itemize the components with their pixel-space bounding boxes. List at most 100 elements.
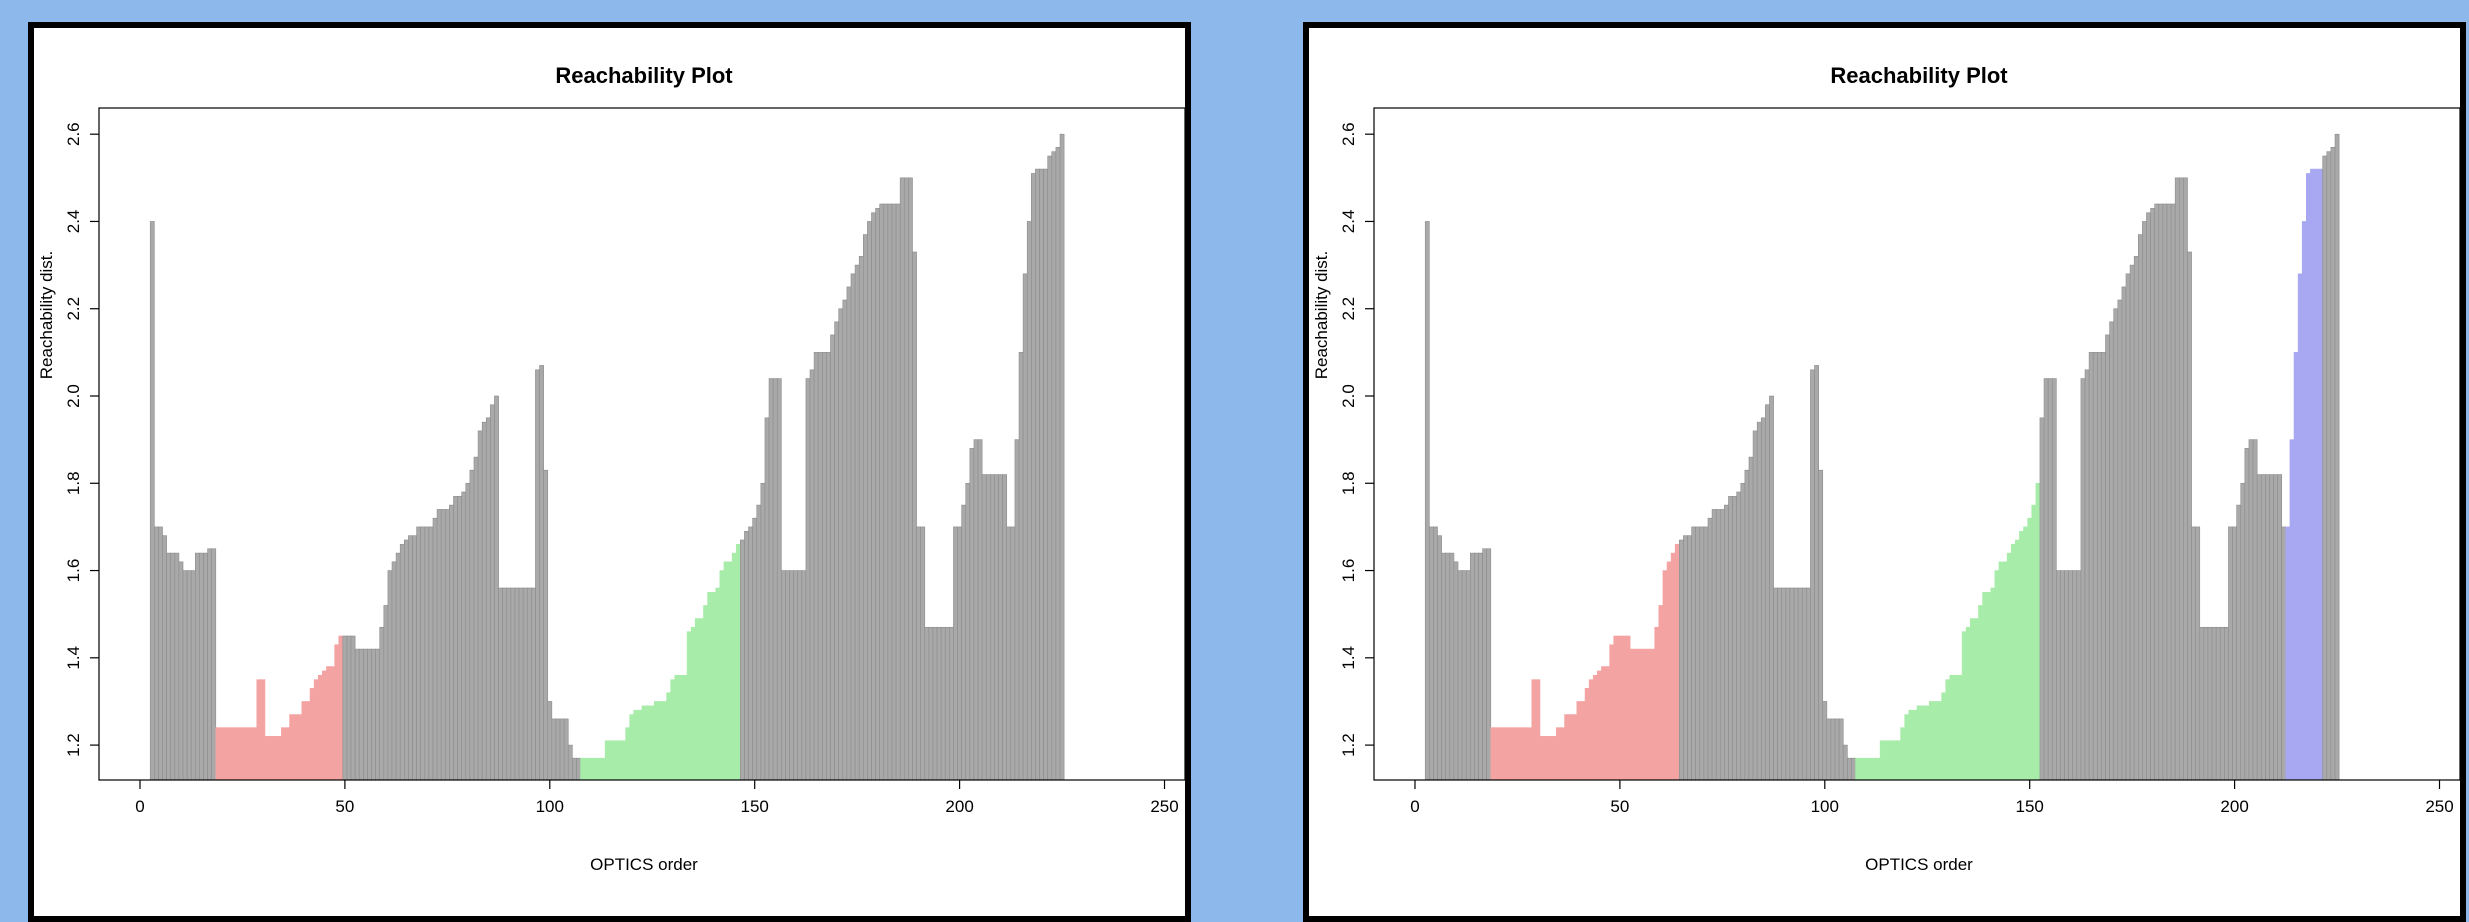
x-tick-label: 0 — [1410, 797, 1419, 816]
bar — [1752, 430, 1758, 781]
bar — [629, 714, 635, 781]
bar — [1014, 439, 1020, 781]
bar — [371, 648, 376, 781]
bar — [740, 539, 745, 781]
bar — [764, 417, 770, 781]
bar — [719, 570, 725, 781]
bar — [281, 727, 286, 781]
bar — [1047, 155, 1053, 781]
x-tick-label: 200 — [945, 797, 973, 816]
bar — [2027, 517, 2033, 781]
bar — [584, 757, 590, 781]
bar — [670, 679, 676, 781]
bar — [1961, 631, 1967, 781]
bar — [416, 526, 422, 781]
y-tick-label: 2.0 — [64, 384, 83, 408]
bar — [2306, 173, 2311, 781]
bar — [994, 474, 999, 781]
bar — [981, 474, 987, 781]
reachability-chart-left: Reachability Plot OPTICS order Reachabil… — [37, 63, 1185, 874]
bar — [625, 727, 631, 781]
bar — [2228, 526, 2233, 781]
right-chart-panel: Reachability Plot OPTICS order Reachabil… — [1303, 22, 2466, 922]
bar — [1592, 674, 1598, 781]
bar — [2109, 321, 2115, 781]
bar — [317, 674, 323, 781]
bar — [207, 548, 213, 781]
bar — [580, 757, 585, 781]
bar — [199, 552, 204, 781]
x-axis-label: OPTICS order — [1865, 855, 1973, 874]
y-tick-label: 1.8 — [64, 471, 83, 495]
bar — [428, 526, 434, 781]
bar — [2047, 378, 2053, 781]
bar — [1990, 587, 1996, 781]
bar — [444, 509, 450, 781]
bar — [785, 570, 790, 781]
bar-group — [149, 133, 1065, 781]
bar — [412, 535, 417, 781]
bar — [600, 757, 606, 781]
bar — [1551, 736, 1557, 781]
bar — [686, 631, 692, 781]
bar — [772, 378, 778, 781]
bar — [1760, 417, 1766, 781]
bar — [563, 718, 569, 781]
bar — [1527, 727, 1533, 781]
bar — [727, 561, 733, 781]
bar — [1666, 561, 1672, 781]
bar — [502, 587, 508, 781]
bar — [1613, 635, 1619, 781]
bar — [2244, 448, 2250, 781]
left-chart-panel: Reachability Plot OPTICS order Reachabil… — [28, 22, 1191, 922]
bar — [2211, 626, 2217, 781]
x-tick-label: 200 — [2220, 797, 2248, 816]
bar — [1978, 605, 1983, 781]
y-axis-label: Reachability dist. — [37, 251, 56, 380]
bar — [1556, 727, 1561, 781]
bar — [936, 626, 942, 781]
bar — [363, 648, 368, 781]
bar — [223, 727, 229, 781]
bar — [1724, 504, 1729, 781]
bar — [912, 251, 917, 781]
bar — [1916, 705, 1922, 781]
y-tick-label: 1.4 — [1339, 646, 1358, 670]
bar — [715, 587, 721, 781]
bar — [2199, 626, 2205, 781]
bar — [559, 718, 565, 781]
bar — [838, 308, 844, 781]
plot-frame — [98, 107, 1185, 781]
bar — [518, 587, 524, 781]
bar-group — [1424, 133, 2340, 781]
bar — [326, 666, 331, 781]
bar — [969, 448, 975, 781]
bar — [1638, 648, 1643, 781]
bar — [908, 177, 913, 781]
bar — [1810, 369, 1815, 781]
bar — [649, 705, 655, 781]
bar — [268, 736, 274, 781]
bar — [2129, 264, 2135, 781]
bar — [1863, 757, 1869, 781]
bar — [2105, 334, 2110, 781]
bar — [2195, 526, 2201, 781]
bar — [2281, 526, 2287, 781]
bar — [1625, 635, 1631, 781]
bar — [674, 674, 680, 781]
bar — [1834, 718, 1840, 781]
y-tick-label: 2.2 — [1339, 297, 1358, 321]
bar — [158, 526, 163, 781]
bar — [2023, 526, 2028, 781]
x-axis-label: OPTICS order — [590, 855, 698, 874]
y-tick-label: 1.6 — [64, 559, 83, 583]
y-tick-label: 1.2 — [1339, 733, 1358, 757]
bar — [822, 352, 827, 781]
bar — [354, 648, 360, 781]
bar — [2289, 439, 2295, 781]
bar — [637, 709, 643, 781]
bar — [240, 727, 245, 781]
bar — [1055, 146, 1061, 781]
y-tick-label: 2.0 — [1339, 384, 1358, 408]
bar — [572, 757, 577, 781]
